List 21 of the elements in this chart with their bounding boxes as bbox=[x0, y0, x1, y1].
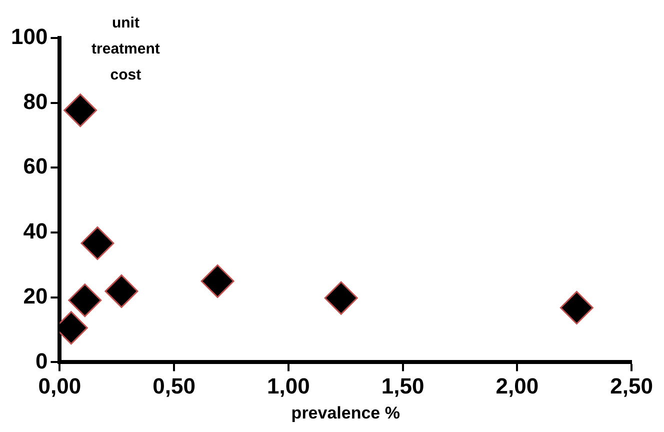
y-tick-label: 0 bbox=[35, 348, 48, 374]
point bbox=[324, 281, 358, 315]
x-tick-label: 1,50 bbox=[381, 373, 424, 398]
point bbox=[80, 226, 114, 260]
x-tick-label: 0,00 bbox=[38, 373, 82, 398]
x-axis-title: prevalence % bbox=[291, 403, 400, 422]
point bbox=[68, 284, 102, 318]
x-tick-label: 1,00 bbox=[267, 373, 310, 398]
point bbox=[64, 94, 98, 128]
point bbox=[560, 290, 594, 324]
y-tick-label: 100 bbox=[10, 24, 48, 50]
x-tick-label: 2,50 bbox=[610, 373, 654, 398]
y-axis-title: unit treatment cost bbox=[92, 14, 160, 84]
point bbox=[104, 274, 138, 308]
point bbox=[200, 264, 234, 298]
y-tick-label: 40 bbox=[23, 218, 48, 244]
y-tick-label: 60 bbox=[23, 154, 48, 179]
y-tick-label: 20 bbox=[23, 283, 48, 308]
x-tick-label: 2,00 bbox=[496, 373, 539, 398]
x-tick-label: 0,50 bbox=[152, 373, 196, 398]
y-tick-label: 80 bbox=[23, 88, 48, 114]
